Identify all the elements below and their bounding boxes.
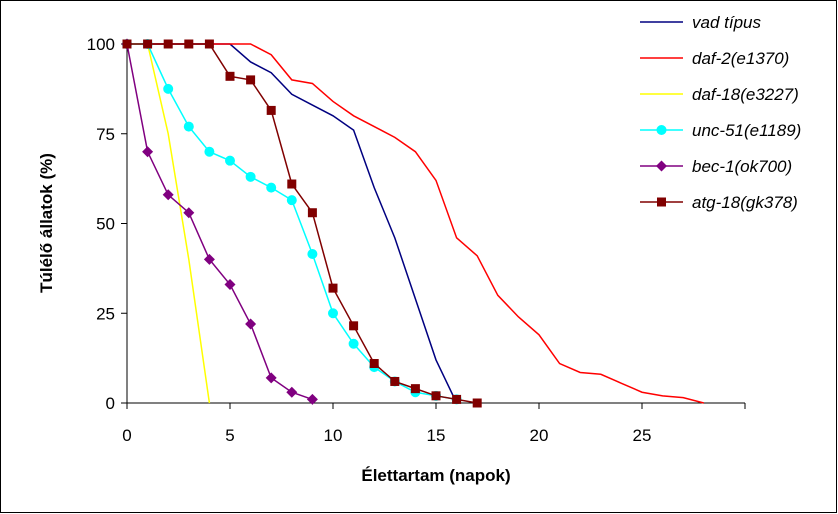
data-point-square bbox=[287, 179, 297, 189]
legend: vad típus daf-2(e1370) daf-18(e3227) unc-51… bbox=[640, 13, 801, 212]
legend-label: atg-18(gk378) bbox=[692, 193, 798, 212]
data-point-square bbox=[431, 391, 441, 401]
legend-item: unc-51(e1189) bbox=[640, 121, 801, 140]
series-line bbox=[127, 43, 211, 404]
data-point-circle bbox=[163, 83, 174, 94]
series-line bbox=[126, 43, 313, 401]
data-point-circle bbox=[204, 146, 215, 157]
legend-item: daf-2(e1370) bbox=[640, 49, 789, 68]
legend-item: daf-18(e3227) bbox=[640, 85, 799, 104]
data-point-square bbox=[184, 39, 194, 49]
data-point-diamond bbox=[265, 372, 277, 384]
legend-item: vad típus bbox=[640, 13, 761, 32]
data-point-square bbox=[369, 359, 379, 369]
series-line bbox=[127, 43, 704, 404]
x-tick-label: 15 bbox=[427, 426, 446, 445]
series-layer bbox=[121, 38, 704, 408]
data-point-square bbox=[307, 208, 317, 218]
data-point-diamond bbox=[245, 318, 257, 330]
series-atg-18-gk378 bbox=[122, 39, 482, 408]
data-point-circle bbox=[328, 308, 338, 319]
series-daf-18-e3227 bbox=[127, 43, 211, 404]
data-point-square bbox=[122, 39, 132, 49]
legend-label: daf-18(e3227) bbox=[692, 85, 799, 104]
series-vad-t-pus bbox=[127, 43, 458, 404]
series-daf-2-e1370 bbox=[127, 43, 704, 404]
data-point-circle bbox=[245, 171, 256, 182]
y-tick-label: 50 bbox=[96, 215, 115, 234]
legend-label: daf-2(e1370) bbox=[692, 49, 789, 68]
data-point-square bbox=[390, 376, 400, 386]
data-point-square bbox=[246, 75, 256, 85]
series-line bbox=[127, 43, 478, 404]
data-point-circle bbox=[307, 249, 318, 260]
data-point-circle bbox=[266, 182, 277, 193]
legend-item: bec-1(ok700) bbox=[640, 157, 792, 176]
y-tick-label: 75 bbox=[96, 125, 115, 144]
data-point-square bbox=[204, 39, 214, 49]
data-point-diamond bbox=[183, 207, 195, 219]
x-tick-label: 0 bbox=[122, 426, 131, 445]
y-tick-label: 25 bbox=[96, 304, 115, 323]
data-point-square bbox=[143, 39, 153, 49]
data-point-diamond bbox=[306, 393, 318, 405]
data-point-circle bbox=[225, 155, 235, 166]
data-point-square bbox=[225, 71, 235, 81]
data-point-square bbox=[410, 384, 420, 394]
axes bbox=[126, 44, 745, 404]
series-line bbox=[127, 43, 458, 404]
x-tick-label: 25 bbox=[633, 426, 652, 445]
legend-label: unc-51(e1189) bbox=[692, 121, 801, 140]
data-point-square bbox=[452, 394, 462, 404]
data-point-diamond bbox=[203, 253, 215, 265]
y-tick-label: 0 bbox=[106, 394, 115, 413]
data-point-square bbox=[472, 398, 482, 408]
series-line bbox=[127, 43, 457, 401]
data-point-circle bbox=[656, 125, 667, 135]
ticks: 0 25 50 75 100 0 5 10 15 20 25 bbox=[87, 35, 746, 445]
legend-label: vad típus bbox=[692, 13, 761, 32]
data-point-circle bbox=[183, 121, 194, 132]
data-point-diamond bbox=[224, 279, 236, 291]
data-point-diamond bbox=[656, 160, 667, 172]
data-point-circle bbox=[348, 338, 359, 349]
y-axis-title: Túlélő állatok (%) bbox=[37, 153, 56, 293]
x-tick-label: 5 bbox=[225, 426, 234, 445]
x-tick-label: 10 bbox=[324, 426, 343, 445]
data-point-circle bbox=[286, 195, 297, 206]
legend-label: bec-1(ok700) bbox=[692, 157, 792, 176]
y-tick-label: 100 bbox=[87, 35, 115, 54]
data-point-square bbox=[349, 321, 359, 331]
data-point-square bbox=[328, 283, 338, 293]
data-point-square bbox=[266, 105, 276, 115]
x-axis-title: Élettartam (napok) bbox=[361, 466, 510, 485]
x-tick-label: 20 bbox=[530, 426, 549, 445]
legend-item: atg-18(gk378) bbox=[640, 193, 798, 212]
data-point-square bbox=[163, 39, 173, 49]
data-point-diamond bbox=[142, 146, 154, 158]
data-point-diamond bbox=[162, 189, 174, 201]
series-bec-1-ok700 bbox=[121, 38, 318, 405]
data-point-diamond bbox=[286, 386, 298, 398]
data-point-square bbox=[657, 197, 666, 207]
